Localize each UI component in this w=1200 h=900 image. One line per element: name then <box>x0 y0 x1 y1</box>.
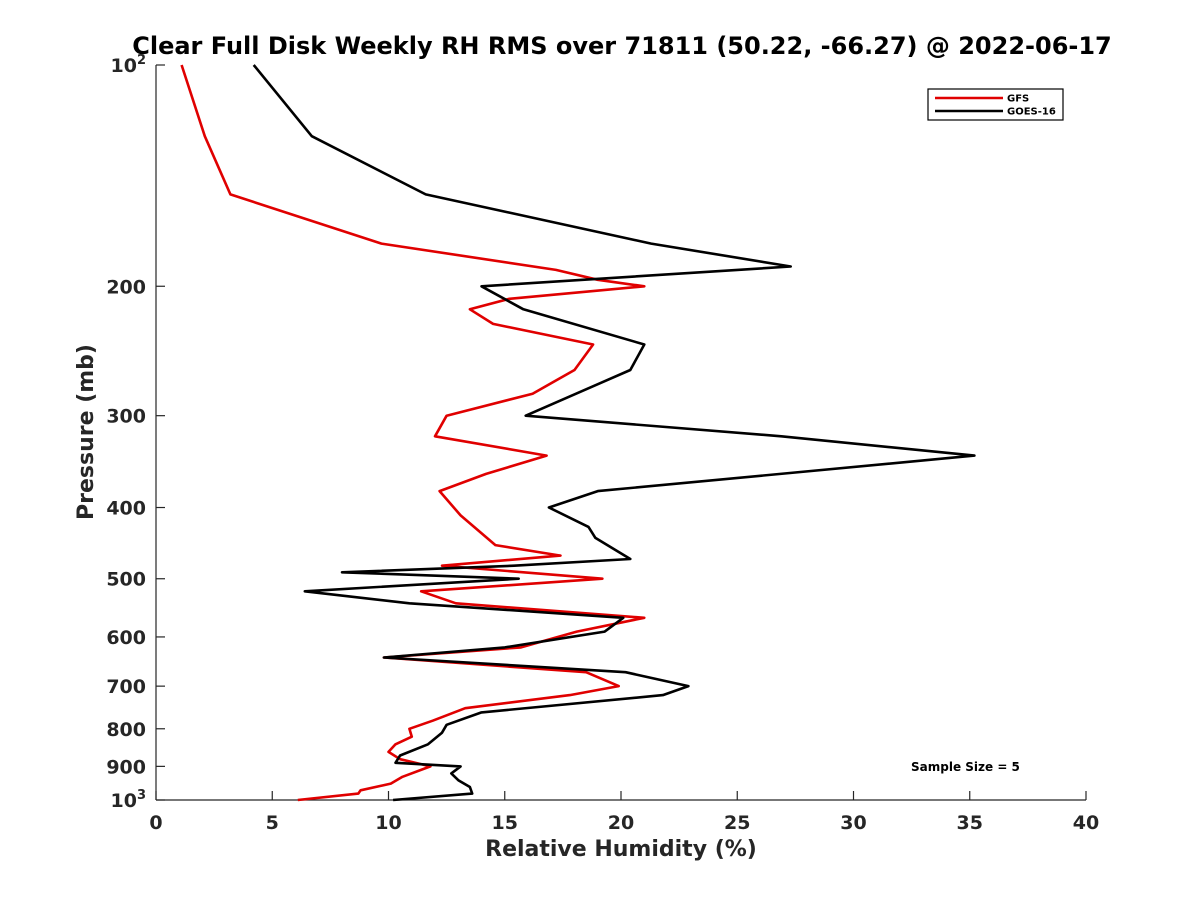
y-tick-label: 900 <box>106 756 146 778</box>
series-line-goes16 <box>252 64 976 802</box>
x-tick-label: 35 <box>957 812 983 834</box>
x-tick-label: 0 <box>149 812 162 834</box>
sample-size-annotation: Sample Size = 5 <box>911 760 1020 774</box>
x-tick-label: 15 <box>492 812 518 834</box>
y-axis-label: Pressure (mb) <box>74 344 99 520</box>
x-ticks: 0 5 10 15 20 25 30 35 40 <box>149 791 1099 834</box>
y-tick-label: 600 <box>106 627 146 649</box>
y-tick-label-exponent: 3 <box>137 788 146 803</box>
plot-axes <box>155 65 1086 801</box>
legend-box <box>927 88 1064 121</box>
x-tick-label: 5 <box>266 812 279 834</box>
y-tick-label-base: 10 <box>111 55 137 77</box>
chart-title: Clear Full Disk Weekly RH RMS over 71811… <box>132 32 1112 60</box>
y-tick-label: 400 <box>106 498 146 520</box>
legend-label-gfs: GFS <box>1007 94 1029 105</box>
series-line-gfs <box>180 64 646 802</box>
legend-label-goes16: GOES-16 <box>1007 107 1056 118</box>
y-tick-label-base: 10 <box>111 790 137 812</box>
x-tick-label: 10 <box>375 812 401 834</box>
y-tick-label-exponent: 2 <box>137 53 146 68</box>
x-tick-label: 20 <box>608 812 634 834</box>
x-tick-label: 25 <box>724 812 750 834</box>
series-layer <box>180 64 976 802</box>
legend: GFS GOES-16 <box>927 88 1064 121</box>
y-tick-label: 800 <box>106 719 146 741</box>
y-tick-label: 102 <box>111 53 147 77</box>
y-tick-label: 200 <box>106 276 146 298</box>
x-tick-label: 40 <box>1073 812 1099 834</box>
y-tick-label: 300 <box>106 406 146 428</box>
x-tick-label: 30 <box>840 812 866 834</box>
y-tick-label: 700 <box>106 676 146 698</box>
x-axis-label: Relative Humidity (%) <box>485 837 757 862</box>
y-tick-label: 103 <box>111 788 147 812</box>
y-tick-label: 500 <box>106 569 146 591</box>
